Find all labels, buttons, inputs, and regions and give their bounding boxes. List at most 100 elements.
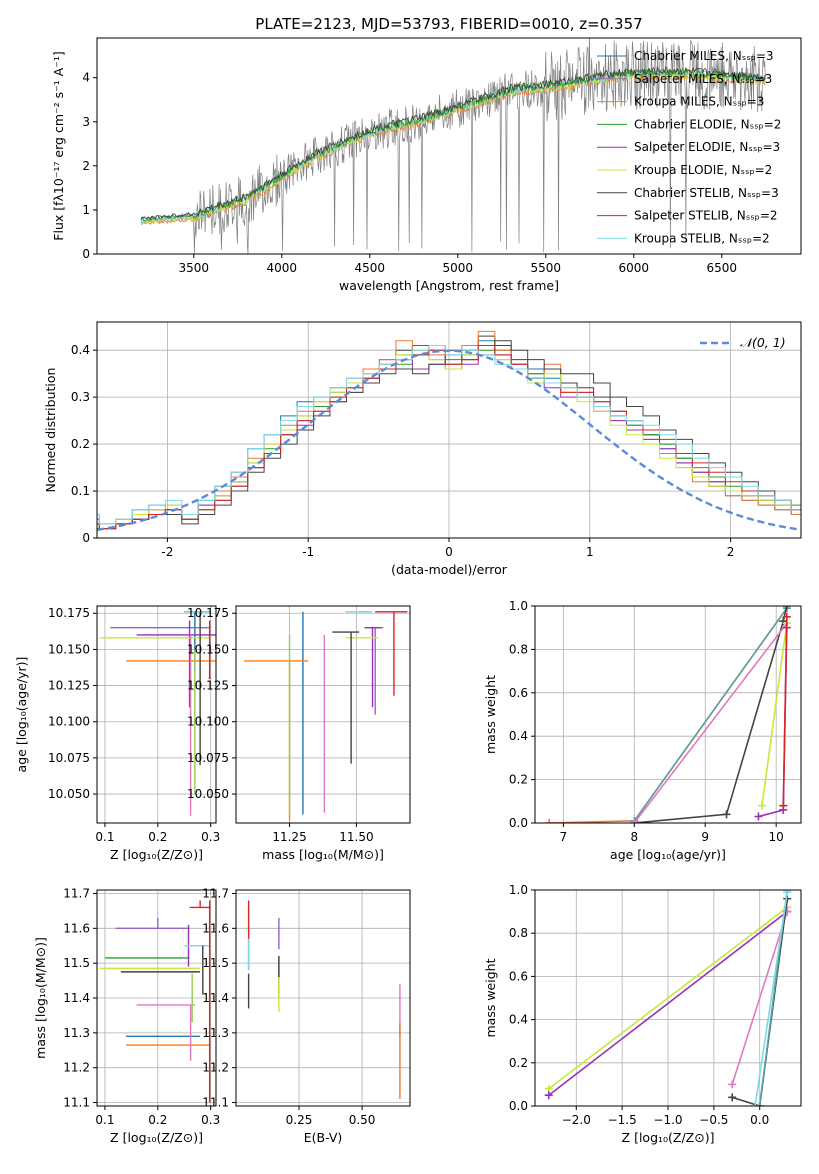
mass-weight-point [722, 810, 731, 819]
mass-weight-line [634, 606, 788, 823]
legend-entry: Chabrier STELIB, Nₛₛₚ=3 [634, 186, 779, 200]
y-tick-label: 11.1 [63, 1096, 90, 1110]
y-tick-label: 0.2 [71, 437, 90, 451]
mass-weight-point [545, 819, 554, 823]
y-tick-label: 11.2 [202, 1061, 229, 1075]
y-tick-label: 0.4 [509, 729, 528, 743]
x-tick-label: 5000 [443, 261, 474, 275]
x-tick-label: 8 [630, 830, 638, 844]
plot-area [97, 890, 216, 1106]
y-tick-label: 10.100 [48, 715, 90, 729]
x-tick-label: 11.50 [339, 830, 373, 844]
panel-mass-vs-Z: 0.1 0.2 0.3 11.1 11.2 11.3 11.4 11.5 11.6 11.7 Z [… [33, 886, 220, 1145]
y-tick-label: 10.050 [48, 787, 90, 801]
model-spectrum [140, 67, 766, 222]
mass-weight-point [779, 801, 788, 810]
grid [236, 606, 410, 823]
y-tick-label: 1.0 [509, 599, 528, 613]
y-axis-label: Flux [fλ10⁻¹⁷ erg cm⁻² s⁻¹ A⁻¹] [51, 51, 66, 240]
x-tick-label: 0.1 [95, 1113, 114, 1127]
y-axis-label: age [log₁₀(age/yr)] [14, 657, 29, 773]
x-tick-label: −0.5 [699, 1113, 728, 1127]
y-tick-label: 0.2 [509, 773, 528, 787]
y-tick-label: 11.4 [63, 991, 90, 1005]
y-tick-label: 1.0 [509, 883, 528, 897]
panel-residuals: -2 -1 0 1 2 0 0.1 0.2 0.3 0.4 (data-model)/error No… [43, 321, 802, 577]
model-spectrum [140, 70, 766, 225]
y-tick-label: 11.2 [63, 1061, 90, 1075]
x-axis-label: Z [log₁₀(Z/Z⊙)] [110, 1130, 203, 1145]
y-tick-label: 10.150 [48, 642, 90, 656]
residual-histogram [97, 340, 801, 525]
legend-entry: Kroupa MILES, Nₛₛₚ=3 [634, 95, 764, 109]
x-tick-label: 3500 [179, 261, 210, 275]
grid [97, 890, 216, 1106]
x-tick-label: −1.5 [608, 1113, 637, 1127]
legend-entry: Chabrier MILES, Nₛₛₚ=3 [634, 49, 774, 63]
axes-frame [96, 605, 217, 824]
x-tick-label: 9 [701, 830, 709, 844]
panel-weight-vs-age: 7 8 9 10 0.0 0.2 0.4 0.6 0.8 1.0 age [log₁₀(age/yr… [483, 599, 802, 862]
y-tick-label: 11.5 [202, 956, 229, 970]
x-tick-label: 0 [445, 545, 453, 559]
x-tick-label: −2.0 [562, 1113, 591, 1127]
axes-frame [534, 605, 802, 824]
axes-frame [96, 37, 802, 255]
plot-area [97, 322, 801, 538]
y-axis-label: mass weight [483, 958, 498, 1037]
y-tick-label: 10.125 [187, 679, 229, 693]
y-tick-label: 10.175 [187, 606, 229, 620]
mass-weight-point [630, 819, 639, 823]
y-tick-label: 11.3 [202, 1026, 229, 1040]
y-axis-label: mass [log₁₀(M/M⊙)] [33, 937, 48, 1059]
x-tick-label: 0.3 [201, 830, 220, 844]
x-tick-label: 6500 [707, 261, 738, 275]
y-tick-label: 10.100 [187, 715, 229, 729]
x-tick-label: 5500 [531, 261, 562, 275]
x-tick-label: -1 [302, 545, 314, 559]
y-tick-label: 0.6 [509, 686, 528, 700]
y-tick-label: 0.0 [509, 816, 528, 830]
axes-frame [96, 889, 217, 1107]
plot-area [236, 606, 410, 823]
panel-age-vs-mass: 11.25 11.50 10.050 10.075 10.100 10.125 10.150… [187, 605, 411, 862]
y-tick-label: 11.1 [202, 1096, 229, 1110]
mass-weight-line [761, 623, 788, 806]
y-tick-label: 2 [82, 159, 90, 173]
y-tick-label: 0 [82, 531, 90, 545]
y-tick-label: 11.6 [63, 921, 90, 935]
grid [236, 890, 410, 1106]
y-tick-label: 10.075 [187, 751, 229, 765]
x-tick-label: 0.3 [201, 1113, 220, 1127]
y-tick-label: 11.7 [202, 886, 229, 900]
y-tick-label: 10.125 [48, 679, 90, 693]
mass-weight-line [548, 910, 788, 1096]
axes-frame [534, 889, 802, 1107]
legend: Chabrier MILES, Nₛₛₚ=3 Salpeter MILES, Nₛ… [597, 49, 781, 245]
legend-entry: Kroupa ELODIE, Nₛₛₚ=2 [634, 163, 772, 177]
residual-histogram [97, 335, 801, 530]
plot-area [97, 606, 216, 823]
mass-weight-point [728, 1093, 737, 1102]
x-tick-label: 0.2 [148, 1113, 167, 1127]
mass-weight-line [731, 911, 788, 1085]
mass-weight-point [544, 1091, 553, 1100]
mass-weight-line [633, 607, 788, 822]
y-tick-label: 11.3 [63, 1026, 90, 1040]
mass-weight-line [754, 892, 788, 1106]
y-tick-label: 0.3 [71, 390, 90, 404]
x-tick-label: 1 [586, 545, 594, 559]
x-tick-label: 7 [560, 830, 568, 844]
legend-entry: Salpeter ELODIE, Nₛₛₚ=3 [634, 140, 780, 154]
model-spectrum [140, 70, 766, 224]
legend-entry: Kroupa STELIB, Nₛₛₚ=2 [634, 231, 770, 245]
y-tick-label: 11.4 [202, 991, 229, 1005]
y-tick-label: 0.0 [509, 1099, 528, 1113]
legend-entry: 𝒩(0, 1) [740, 335, 786, 350]
y-axis-label: Normed distribution [43, 368, 58, 493]
plot-area [236, 890, 410, 1106]
x-tick-label: 0.0 [750, 1113, 769, 1127]
plot-area [535, 890, 801, 1106]
y-tick-label: 10.175 [48, 606, 90, 620]
panel-age-vs-Z: 0.1 0.2 0.3 10.050 10.075 10.100 10.125 10.150 1… [14, 605, 220, 862]
